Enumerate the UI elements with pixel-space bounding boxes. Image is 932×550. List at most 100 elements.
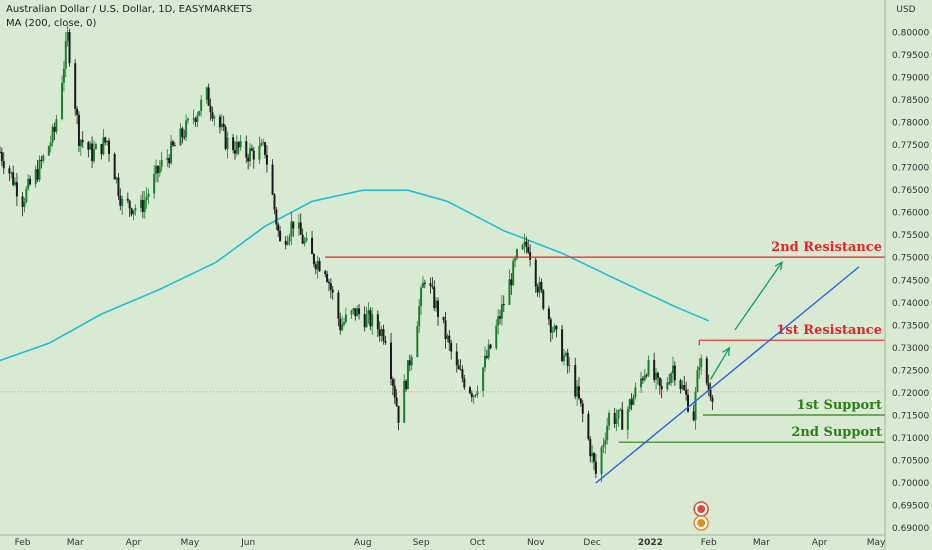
time-axis: Feb Mar Apr May Jun Aug Sep Oct Nov Dec 2022 Feb Mar…: [0, 534, 886, 548]
candle: [311, 230, 314, 255]
candle-body: [658, 377, 661, 386]
candle: [232, 133, 235, 154]
candle-body: [561, 329, 564, 362]
candle: [275, 207, 278, 230]
candle-body: [547, 308, 550, 320]
candle-body: [581, 403, 584, 414]
candle-body: [79, 139, 82, 147]
candle: [29, 175, 32, 186]
candle-body: [380, 329, 383, 336]
candle: [288, 233, 291, 246]
candle-body: [529, 252, 532, 260]
candle-body: [213, 116, 216, 119]
candle-body: [523, 241, 526, 245]
candle: [405, 379, 408, 393]
candle-body: [196, 115, 199, 123]
candle: [645, 373, 648, 379]
candle: [299, 213, 302, 235]
candle-body: [271, 164, 274, 195]
candle: [51, 123, 54, 147]
candle-body: [376, 314, 379, 330]
candle: [132, 210, 135, 221]
candle: [457, 359, 460, 370]
candle: [499, 309, 502, 325]
candle-body: [273, 194, 276, 210]
projection-arrow: [734, 261, 783, 331]
candle-body: [671, 365, 674, 374]
candle: [211, 106, 214, 122]
candle: [200, 95, 203, 117]
plot-area: [0, 0, 885, 535]
candle-body: [158, 166, 161, 173]
candle-body: [277, 224, 280, 231]
candle-body: [290, 221, 293, 237]
candle-body: [555, 325, 558, 330]
candle: [687, 388, 690, 413]
candle-body: [500, 304, 503, 319]
candle: [363, 306, 366, 332]
y-tick-label: 0.70000: [892, 479, 929, 489]
candle: [579, 398, 582, 407]
candle-body: [311, 237, 314, 255]
candle-body: [463, 378, 466, 388]
candle: [286, 235, 289, 246]
candle-body: [553, 325, 556, 331]
candle-body: [406, 360, 409, 390]
candle: [461, 365, 464, 383]
candle: [277, 222, 280, 237]
candle: [536, 283, 539, 297]
candle: [284, 236, 287, 250]
candle-body: [647, 359, 650, 376]
level-label: 2nd Support: [791, 425, 882, 440]
candle: [542, 289, 545, 311]
candle-body: [168, 157, 171, 164]
candle-body: [121, 198, 124, 206]
candle: [367, 302, 370, 324]
candle: [0, 146, 1, 154]
candle-body: [102, 137, 105, 155]
candle-body: [14, 182, 17, 185]
candle: [194, 116, 197, 127]
candle: [192, 109, 195, 125]
candle-body: [643, 375, 646, 381]
candle-body: [459, 369, 462, 371]
y-tick-label: 0.73000: [892, 344, 929, 354]
candle-body: [604, 440, 607, 445]
candle-body: [316, 260, 319, 270]
y-tick-label: 0.78000: [892, 119, 929, 129]
candle-body: [551, 330, 554, 333]
candle-body: [568, 365, 571, 367]
candle: [547, 305, 550, 326]
candle: [92, 140, 95, 164]
candle: [156, 165, 159, 183]
candle: [525, 236, 528, 254]
candle: [444, 312, 447, 349]
candle: [25, 185, 28, 204]
candle-body: [594, 461, 597, 474]
candle-body: [390, 342, 393, 380]
candle-body: [587, 413, 590, 440]
candle: [450, 339, 453, 360]
candle: [273, 193, 276, 215]
candle: [581, 400, 584, 423]
candle-body: [314, 264, 317, 270]
candle: [694, 386, 697, 430]
candle: [523, 233, 526, 253]
candle: [27, 174, 30, 191]
candle-body: [429, 283, 432, 286]
economic-event-icon: [693, 501, 709, 517]
candle-body: [448, 335, 451, 343]
x-tick-label: May: [181, 538, 200, 548]
candle-body: [87, 142, 90, 150]
y-tick-label: 0.74000: [892, 299, 929, 309]
candle: [641, 376, 644, 384]
candle-body: [437, 300, 439, 317]
x-tick-label: 2022: [638, 538, 663, 548]
candle-body: [707, 383, 710, 390]
candle-body: [508, 279, 511, 305]
candle-body: [579, 398, 582, 404]
ma-line: [0, 189, 710, 362]
candle-body: [235, 142, 238, 154]
candle-body: [641, 378, 644, 381]
